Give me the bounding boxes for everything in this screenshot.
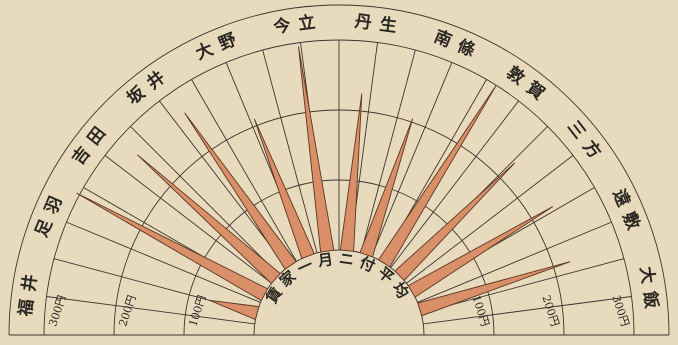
spike xyxy=(297,46,335,253)
spike xyxy=(209,299,260,321)
spike xyxy=(339,93,363,252)
spike xyxy=(359,118,414,258)
spike xyxy=(407,206,554,298)
radial-line xyxy=(262,49,318,254)
radial-line xyxy=(66,221,261,303)
radial-line xyxy=(130,126,280,276)
grid-ring xyxy=(43,39,635,336)
spike xyxy=(417,261,571,317)
radial-line xyxy=(104,155,272,284)
radial-line xyxy=(417,221,612,303)
spike xyxy=(253,118,315,260)
spike xyxy=(76,192,269,302)
spike xyxy=(184,112,297,270)
radial-line xyxy=(406,155,574,284)
radial-line xyxy=(390,100,519,268)
spike xyxy=(377,85,497,268)
outer-ring xyxy=(8,4,670,336)
radial-line xyxy=(360,49,416,254)
radial-line xyxy=(423,296,632,325)
spike xyxy=(394,162,516,282)
radial-line xyxy=(191,79,297,262)
radial-line xyxy=(371,62,453,257)
radial-line xyxy=(46,296,255,325)
spike xyxy=(137,154,281,285)
